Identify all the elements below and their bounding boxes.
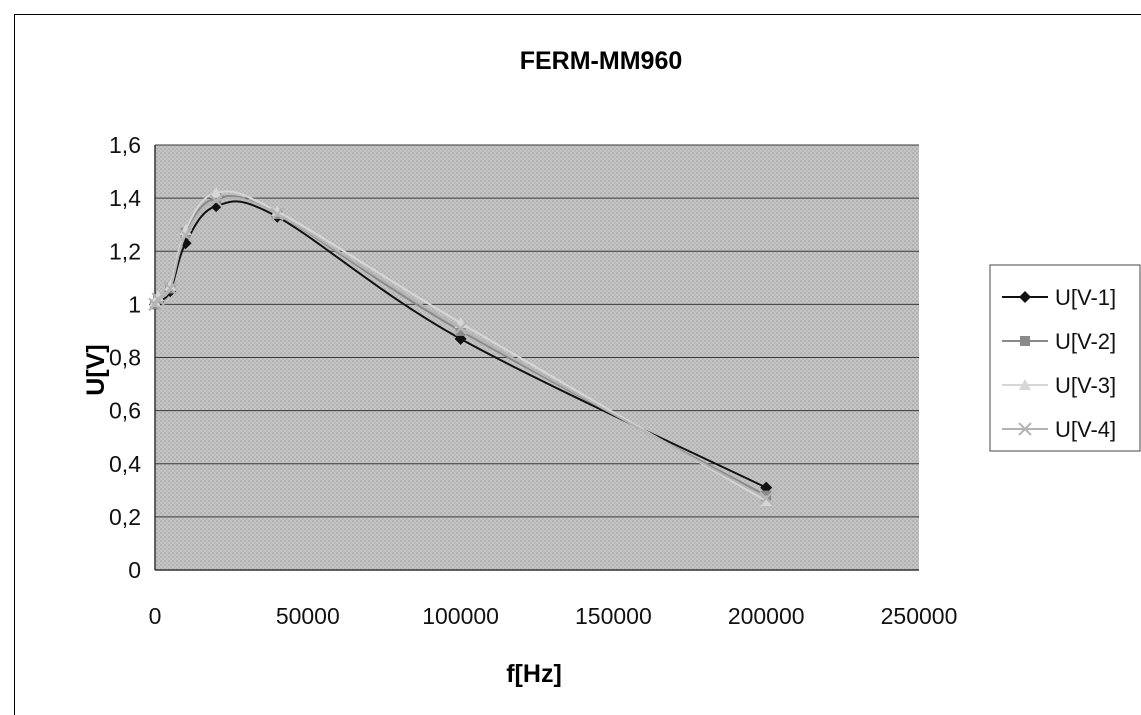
x-axis-ticks: 0 50000 100000 150000 200000 250000 bbox=[149, 603, 958, 629]
y-tick-label: 0,2 bbox=[109, 504, 141, 530]
data-point bbox=[164, 279, 177, 291]
series-line bbox=[154, 196, 767, 500]
axes bbox=[154, 145, 919, 571]
series-u-v-4 bbox=[148, 194, 773, 505]
legend-label: U[V-4] bbox=[1055, 417, 1116, 442]
chart-frame bbox=[14, 14, 1141, 715]
y-axis-title: U[V] bbox=[82, 344, 110, 395]
data-point bbox=[209, 194, 223, 208]
x-tick-label: 200000 bbox=[728, 603, 805, 629]
y-axis-ticks: 0 0,2 0,4 0,6 0,8 1 1,2 1,4 1,6 bbox=[109, 132, 141, 583]
y-tick-label: 1,2 bbox=[109, 238, 141, 264]
data-point bbox=[453, 321, 468, 335]
y-tick-label: 0,8 bbox=[109, 345, 141, 371]
data-point bbox=[210, 186, 223, 198]
legend-entry: U[V-4] bbox=[1002, 417, 1116, 442]
legend-marker bbox=[1018, 422, 1032, 436]
legend-label: U[V-3] bbox=[1055, 373, 1116, 398]
data-point bbox=[759, 491, 773, 505]
data-point bbox=[270, 207, 284, 221]
y-tick-label: 0,4 bbox=[109, 451, 141, 477]
data-point bbox=[163, 281, 177, 296]
legend-entry: U[V-3] bbox=[1002, 373, 1116, 398]
legend-marker bbox=[1019, 291, 1031, 303]
x-tick-label: 0 bbox=[149, 603, 162, 629]
data-point bbox=[211, 193, 222, 204]
data-point bbox=[455, 325, 466, 336]
x-tick-label: 150000 bbox=[575, 603, 652, 629]
legend-marker bbox=[1020, 336, 1030, 346]
legend: U[V-1] U[V-2] U[V-3] U[V-4] bbox=[989, 264, 1141, 452]
data-point bbox=[151, 292, 165, 306]
chart-title: FERM-MM960 bbox=[520, 47, 683, 75]
y-tick-label: 0 bbox=[128, 557, 141, 583]
data-point bbox=[178, 228, 193, 243]
legend-entry: U[V-1] bbox=[1002, 285, 1116, 310]
y-tick-label: 1,6 bbox=[109, 132, 141, 158]
legend-label: U[V-1] bbox=[1055, 285, 1116, 310]
data-point bbox=[760, 494, 773, 506]
legend-entry: U[V-2] bbox=[1002, 329, 1116, 354]
series-line bbox=[154, 200, 767, 489]
x-tick-label: 50000 bbox=[276, 603, 340, 629]
legend-marker bbox=[1019, 379, 1031, 390]
x-tick-label: 250000 bbox=[881, 603, 958, 629]
series-layer bbox=[148, 186, 773, 506]
y-tick-label: 1 bbox=[128, 291, 141, 317]
x-axis-title: f[Hz] bbox=[506, 660, 562, 688]
y-tick-label: 0,6 bbox=[109, 398, 141, 424]
x-tick-label: 100000 bbox=[422, 603, 499, 629]
legend-label: U[V-2] bbox=[1055, 329, 1116, 354]
data-point bbox=[271, 205, 284, 217]
y-tick-label: 1,4 bbox=[109, 185, 141, 211]
